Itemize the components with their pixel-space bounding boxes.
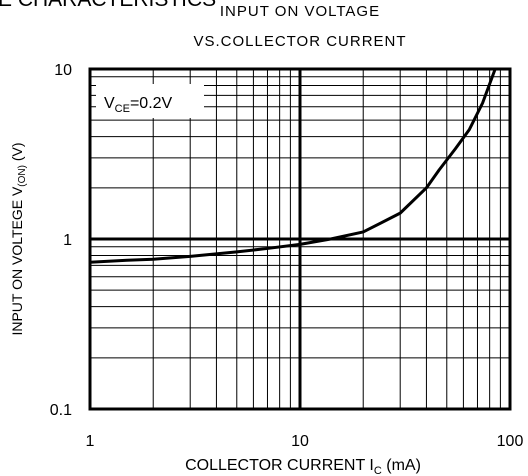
y-label-sub: (ON) <box>17 165 28 187</box>
x-tick-label: 10 <box>291 433 309 450</box>
x-label-text: COLLECTOR CURRENT I <box>185 457 374 474</box>
chart-title: INPUT ON VOLTAGE <box>220 3 380 20</box>
y-label-unit: (V) <box>9 142 25 165</box>
chart-title: VS.COLLECTOR CURRENT <box>193 33 406 50</box>
data-line <box>89 68 497 264</box>
annotation: VCE=0.2V <box>104 95 173 115</box>
plot-frame <box>88 67 512 411</box>
x-label-unit: (mA) <box>382 457 421 474</box>
page-header: E CHARACTERISTICS <box>0 0 216 11</box>
x-tick-label: 100 <box>497 433 524 450</box>
annotation-part: CE <box>115 103 130 115</box>
y-tick-label: 0.1 <box>50 402 72 419</box>
y-tick-label: 1 <box>63 232 72 249</box>
x-axis-label: COLLECTOR CURRENT IC (mA) <box>185 457 421 476</box>
y-axis-label: INPUT ON VOLTEGE V(ON) (V) <box>9 142 28 335</box>
y-label-text: INPUT ON VOLTEGE V <box>9 186 25 336</box>
y-tick-label: 10 <box>54 62 72 79</box>
x-label-sub: C <box>374 465 382 476</box>
annotation-part: V <box>104 95 115 112</box>
x-tick-label: 1 <box>86 433 95 450</box>
annotation-box <box>96 84 204 118</box>
annotation-part: =0.2V <box>130 95 173 112</box>
